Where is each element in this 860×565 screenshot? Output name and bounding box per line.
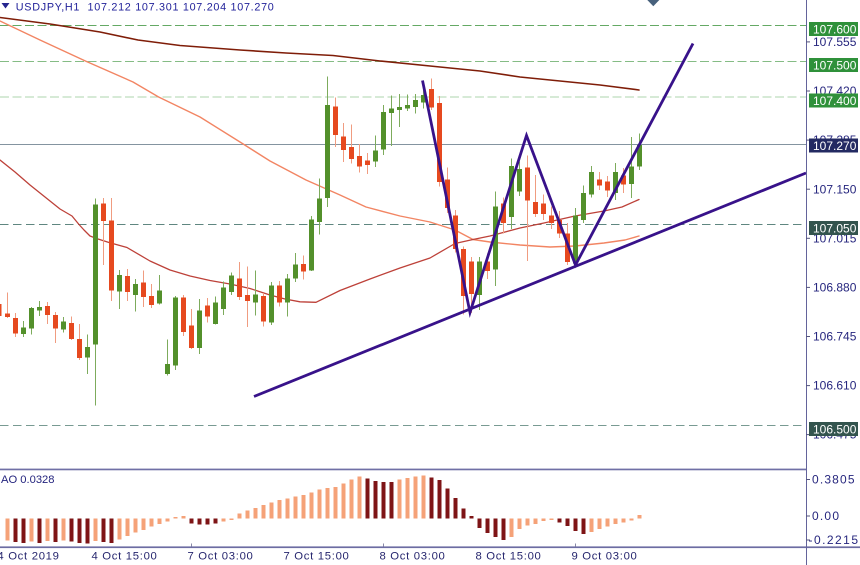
svg-text:4 Oct 15:00: 4 Oct 15:00 xyxy=(91,551,157,563)
svg-text:7 Oct 03:00: 7 Oct 03:00 xyxy=(187,551,253,563)
svg-text:0.00: 0.00 xyxy=(812,509,839,523)
svg-text:107.400: 107.400 xyxy=(813,94,857,108)
svg-text:AO 0.0328: AO 0.0328 xyxy=(1,474,55,486)
svg-text:107.270: 107.270 xyxy=(813,139,857,153)
svg-text:0.3805: 0.3805 xyxy=(812,473,855,487)
svg-text:107.150: 107.150 xyxy=(813,182,857,196)
svg-text:106.610: 106.610 xyxy=(813,379,857,393)
svg-text:107.500: 107.500 xyxy=(813,58,857,72)
svg-text:-0.2215: -0.2215 xyxy=(809,533,859,547)
svg-text:106.500: 106.500 xyxy=(813,422,857,436)
svg-text:8 Oct 03:00: 8 Oct 03:00 xyxy=(379,551,445,563)
svg-text:106.745: 106.745 xyxy=(813,330,857,344)
svg-text:107.600: 107.600 xyxy=(813,22,857,36)
svg-text:9 Oct 03:00: 9 Oct 03:00 xyxy=(571,551,637,563)
svg-text:4 Oct 2019: 4 Oct 2019 xyxy=(0,551,60,563)
svg-text:8 Oct 15:00: 8 Oct 15:00 xyxy=(475,551,541,563)
svg-text:107.050: 107.050 xyxy=(813,221,857,235)
svg-text:7 Oct 15:00: 7 Oct 15:00 xyxy=(283,551,349,563)
svg-text:107.555: 107.555 xyxy=(813,35,857,49)
svg-text:106.880: 106.880 xyxy=(813,281,857,295)
svg-text:USDJPY,H1 107.212 107.301 107: USDJPY,H1 107.212 107.301 107.204 107.27… xyxy=(16,2,274,14)
